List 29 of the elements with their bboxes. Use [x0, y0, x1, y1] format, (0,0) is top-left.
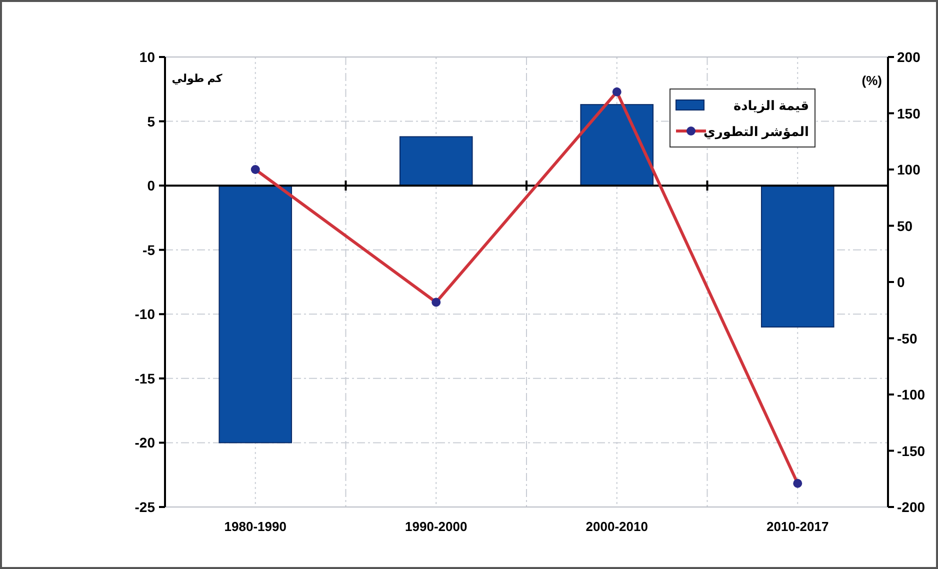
bar	[218, 185, 292, 444]
y-tick-label: -25	[134, 499, 156, 515]
x-tick-label: 1990-2000	[405, 519, 468, 534]
y-tick-label: 10	[139, 49, 156, 65]
y2-tick-label: -150	[897, 442, 926, 459]
bar	[399, 136, 473, 186]
y2-tick-label: -100	[897, 386, 926, 402]
y2-tick-label: -50	[897, 330, 918, 346]
y2-tick-label: -200	[897, 499, 926, 515]
y2-tick-label: 150	[897, 105, 921, 122]
legend-label: المؤشر التطوري	[703, 124, 809, 140]
y-axis-title: كم طولي	[172, 73, 223, 85]
legend-label: قيمة الزيادة	[733, 98, 809, 114]
y2-tick-label: 200	[897, 49, 921, 65]
y2-axis-title: (%)	[862, 73, 882, 88]
y-tick-label: -10	[134, 306, 156, 322]
y2-tick-label: 100	[897, 162, 921, 178]
y-tick-label: 5	[147, 113, 156, 130]
y-tick-label: -20	[134, 434, 156, 451]
x-tick-label: 2010-2017	[766, 519, 829, 534]
y2-tick-label: 50	[897, 218, 913, 234]
y2-tick-label: 0	[897, 274, 905, 290]
y-tick-label: -15	[134, 370, 156, 386]
y-tick-label: 0	[147, 178, 156, 194]
bar	[580, 104, 654, 186]
x-tick-label: 2000-2010	[586, 519, 648, 534]
y-tick-label: -5	[142, 242, 156, 258]
x-tick-label: 1980-1990	[224, 519, 286, 534]
bar	[760, 185, 834, 328]
